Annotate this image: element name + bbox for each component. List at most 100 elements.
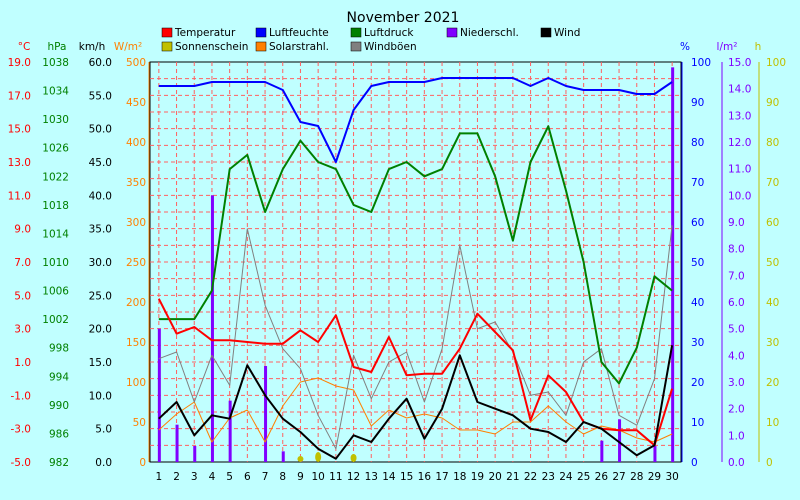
- legend-swatch: [255, 41, 267, 52]
- bars: [157, 67, 675, 463]
- legend: Temperatur Luftfeuchte Luftdruck Niederschl…: [161, 27, 580, 53]
- x-axis-ticks: 1 2 3 4 5 6 7 8 9 10 11 12 13 14 15 16 17 18 19 20 21 22 23 24 2…: [156, 471, 679, 483]
- bar-sonnenschein: [350, 454, 357, 462]
- axis-tick-lm2: 5.0: [728, 324, 745, 336]
- axis-tick-lm2: 6.0: [728, 297, 745, 309]
- axis-tick-hpa: 1014: [42, 228, 69, 240]
- x-tick-label: 7: [262, 471, 269, 483]
- legend-label: Solarstrahl.: [269, 41, 329, 53]
- axis-tick-lm2: 4.0: [728, 350, 745, 362]
- x-tick-label: 23: [542, 471, 555, 483]
- legend-label: Sonnenschein: [175, 41, 248, 53]
- axis-tick-hpa: 1022: [42, 171, 69, 183]
- bar-niederschlag: [157, 328, 161, 462]
- x-tick-label: 12: [347, 471, 360, 483]
- axis-tick-h: 50: [766, 257, 779, 269]
- axis-tick-lm2: 12.0: [728, 137, 751, 149]
- x-tick-label: 2: [173, 471, 180, 483]
- axis-tick-temp: -3.0: [11, 424, 32, 436]
- axis-tick-wm2: 100: [126, 377, 146, 389]
- axis-tick-hpa: 998: [49, 343, 69, 355]
- axis-tick-temp: -1.0: [11, 390, 32, 402]
- axis-tick-lm2: 7.0: [728, 270, 745, 282]
- axis-tick-wm2: 400: [126, 137, 146, 149]
- axis-label-hpa: hPa: [48, 41, 67, 53]
- axis-tick-temp: 1.0: [14, 357, 31, 369]
- axis-tick-lm2: 8.0: [728, 244, 745, 256]
- axis-tick-pct: 40: [691, 297, 704, 309]
- axis-tick-pct: 20: [691, 377, 704, 389]
- axes: °C -5.0 -3.0 -1.0 1.0 3.0 5.0 7.0 9.0 11.0 13.0 15.…: [8, 41, 786, 469]
- axis-tick-kmh: 35.0: [89, 224, 112, 236]
- bar-sonnenschein: [315, 452, 322, 462]
- x-tick-label: 30: [665, 471, 678, 483]
- axis-tick-temp: -5.0: [11, 457, 32, 469]
- x-tick-label: 17: [435, 471, 448, 483]
- axis-tick-wm2: 500: [126, 57, 146, 69]
- axis-tick-wm2: 300: [126, 217, 146, 229]
- axis-tick-pct: 0: [691, 457, 698, 469]
- axis-tick-kmh: 45.0: [89, 157, 112, 169]
- x-tick-label: 6: [244, 471, 251, 483]
- axis-tick-kmh: 15.0: [89, 357, 112, 369]
- axis-tick-pct: 30: [691, 337, 704, 349]
- axis-tick-pct: 10: [691, 417, 704, 429]
- bar-niederschlag: [281, 451, 285, 462]
- grid: [150, 62, 681, 462]
- series-line-luftdruck: [158, 125, 673, 385]
- legend-swatch: [350, 27, 362, 38]
- axis-tick-hpa: 1026: [42, 143, 69, 155]
- legend-swatch: [161, 41, 173, 52]
- x-tick-label: 22: [524, 471, 537, 483]
- axis-tick-lm2: 2.0: [728, 404, 745, 416]
- legend-label: Luftfeuchte: [269, 27, 329, 39]
- axis-tick-hpa: 1034: [42, 86, 69, 98]
- axis-tick-kmh: 30.0: [89, 257, 112, 269]
- legend-swatch: [255, 27, 267, 38]
- axis-tick-temp: 19.0: [8, 57, 31, 69]
- axis-tick-wm2: 50: [133, 417, 146, 429]
- series-lines: [157, 77, 674, 460]
- series-line-windben: [158, 225, 673, 450]
- axis-tick-lm2: 14.0: [728, 84, 751, 96]
- axis-tick-lm2: 0.0: [728, 457, 745, 469]
- axis-label-kmh: km/h: [79, 41, 106, 53]
- axis-tick-lm2: 9.0: [728, 217, 745, 229]
- x-tick-label: 20: [488, 471, 501, 483]
- axis-tick-h: 70: [766, 177, 779, 189]
- legend-label: Wind: [554, 27, 580, 39]
- x-tick-label: 15: [400, 471, 413, 483]
- axis-tick-pct: 90: [691, 97, 704, 109]
- x-tick-label: 1: [156, 471, 163, 483]
- axis-tick-h: 80: [766, 137, 779, 149]
- axis-tick-h: 20: [766, 377, 779, 389]
- x-tick-label: 19: [471, 471, 484, 483]
- axis-tick-hpa: 990: [49, 400, 69, 412]
- axis-tick-hpa: 1006: [42, 286, 69, 298]
- axis-tick-temp: 5.0: [14, 290, 31, 302]
- axis-tick-wm2: 450: [126, 97, 146, 109]
- axis-tick-kmh: 0.0: [95, 457, 112, 469]
- axis-tick-kmh: 25.0: [89, 290, 112, 302]
- axis-tick-pct: 100: [691, 57, 711, 69]
- x-tick-label: 28: [630, 471, 643, 483]
- x-tick-label: 11: [329, 471, 342, 483]
- axis-tick-kmh: 20.0: [89, 324, 112, 336]
- axis-tick-lm2: 13.0: [728, 110, 751, 122]
- series-line-solarstrahl: [158, 377, 673, 443]
- x-tick-label: 9: [297, 471, 304, 483]
- chart-title: November 2021: [347, 10, 460, 26]
- x-tick-label: 26: [595, 471, 609, 483]
- axis-tick-hpa: 1030: [42, 114, 69, 126]
- axis-tick-wm2: 150: [126, 337, 146, 349]
- bar-niederschlag: [210, 195, 214, 463]
- x-tick-label: 10: [311, 471, 324, 483]
- axis-tick-hpa: 1010: [42, 257, 69, 269]
- x-tick-label: 14: [382, 471, 396, 483]
- bar-sonnenschein: [297, 456, 304, 462]
- legend-label: Temperatur: [174, 27, 236, 39]
- legend-swatch: [540, 27, 552, 38]
- axis-tick-h: 100: [766, 57, 786, 69]
- axis-tick-lm2: 15.0: [728, 57, 751, 69]
